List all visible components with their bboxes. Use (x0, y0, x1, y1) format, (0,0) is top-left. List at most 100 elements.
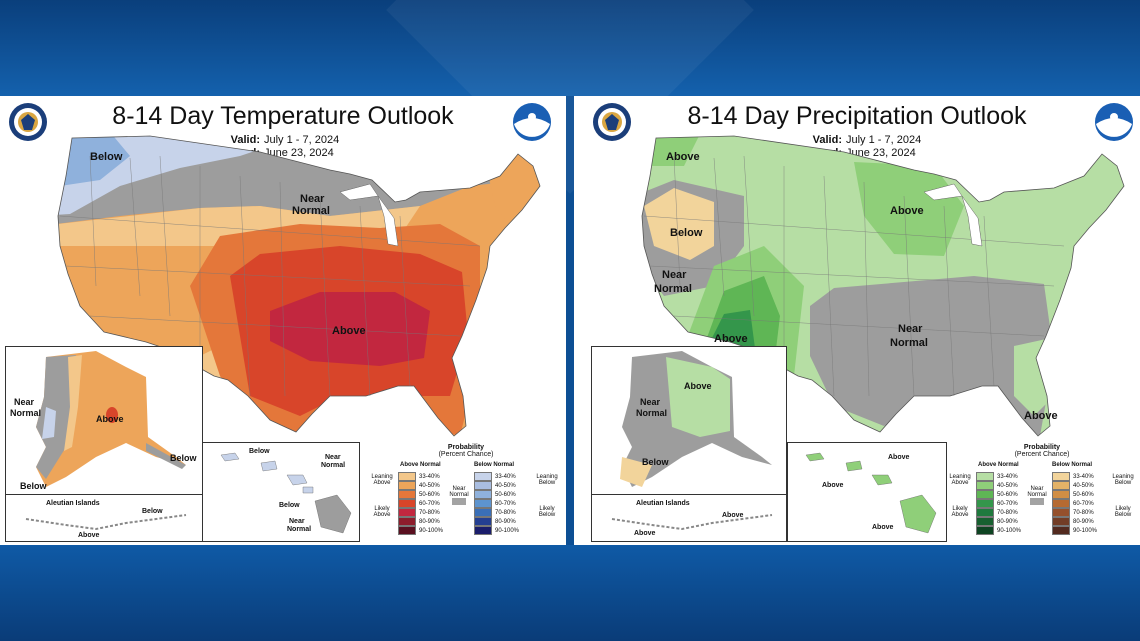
label-near-normal-2: Normal (292, 205, 330, 217)
legend-above-swatches: 33-40% 40-50% 50-60% 60-70% 70-80% 80-90% 90-1… (398, 472, 443, 535)
legend-swatch-below: 60-70% (1052, 499, 1097, 508)
legend-swatch-below: 50-60% (474, 490, 519, 499)
legend-color-above (976, 472, 994, 481)
label-ak-normal: Normal (636, 408, 667, 418)
label-hi-above-1: Above (888, 454, 910, 461)
legend-bin-label: 90-100% (495, 527, 520, 534)
legend-leaning-below: Leaning Below (532, 474, 562, 486)
legend-likely-below: Likely Below (532, 506, 562, 518)
label-above-sw: Above (714, 333, 748, 345)
legend-color-above (976, 517, 994, 526)
legend-leaning-above-1: Leaning (949, 474, 971, 480)
legend-color-below (474, 490, 492, 499)
commerce-seal-icon (9, 103, 47, 141)
legend-color-above (398, 490, 416, 499)
legend-near-1: Near (1030, 486, 1044, 492)
state-borders (59, 155, 481, 397)
panel-title: 8-14 Day Precipitation Outlook (687, 102, 1027, 130)
legend-swatch-above: 33-40% (976, 472, 1021, 481)
legend-bin-label: 70-80% (997, 509, 1018, 516)
noaa-logo-icon (513, 103, 551, 141)
legend-color-above (976, 526, 994, 535)
label-hi-normal-1: Normal (321, 462, 345, 469)
legend-bin-label: 60-70% (495, 500, 516, 507)
legend-bin-label: 80-90% (419, 518, 440, 525)
legend-swatch-above: 80-90% (976, 517, 1021, 526)
label-ak-above: Above (684, 381, 712, 391)
legend-bin-label: 33-40% (419, 473, 440, 480)
legend-subtitle: (Percent Chance) (438, 451, 494, 458)
legend-bin-label: 50-60% (495, 491, 516, 498)
legend-bin-label: 80-90% (997, 518, 1018, 525)
legend-color-below (474, 481, 492, 490)
legend-bin-label: 70-80% (419, 509, 440, 516)
legend-color-above (398, 517, 416, 526)
legend-subtitle: (Percent Chance) (1014, 451, 1070, 458)
legend-swatch-below: 60-70% (474, 499, 519, 508)
legend-swatch-above: 90-100% (976, 526, 1021, 535)
legend-likely-above: Likely Above (946, 506, 974, 518)
conus-precipitation-map: Above Below Near Normal Above Above Near… (641, 135, 1125, 437)
label-ak-below: Below (642, 457, 670, 467)
label-aleutian: Aleutian Islands (46, 500, 100, 507)
lake-superior (339, 183, 379, 201)
label-near-west: Near (662, 269, 687, 281)
aleutian-inset: Aleutian Islands Above Above (591, 494, 787, 542)
panel-title: 8-14 Day Temperature Outlook (112, 102, 454, 130)
label-hi-below-1: Below (249, 448, 270, 455)
legend-leaning-above-1: Leaning (371, 474, 393, 480)
legend-color-above (976, 508, 994, 517)
legend-bin-label: 50-60% (419, 491, 440, 498)
label-above-midwest: Above (890, 205, 924, 217)
legend-swatch-above: 40-50% (398, 481, 443, 490)
legend-color-below (1052, 517, 1070, 526)
legend-leaning-above-2: Above (951, 480, 969, 486)
legend-bin-label: 40-50% (997, 482, 1018, 489)
label-aleutian-above-2: Above (634, 530, 656, 537)
legend-color-above (398, 472, 416, 481)
label-above-florida: Above (1024, 410, 1058, 422)
issued-date: June 23, 2024 (846, 147, 916, 159)
legend-bin-label: 60-70% (997, 500, 1018, 507)
label-hi-near-2: Near (289, 518, 305, 525)
temperature-outlook-panel: 8-14 Day Temperature Outlook Valid: July … (0, 96, 566, 545)
legend-bin-label: 33-40% (495, 473, 516, 480)
legend-color-below (474, 517, 492, 526)
legend-likely-below-1: Likely (1115, 506, 1131, 512)
legend-above-head: Above Normal (978, 462, 1019, 468)
label-normal-west: Normal (654, 283, 692, 295)
label-aleutian: Aleutian Islands (636, 500, 690, 507)
precipitation-legend: Probability (Percent Chance) Above Norma… (946, 444, 1138, 542)
legend-below-head: Below Normal (474, 462, 515, 468)
legend-leaning-below-2: Below (1114, 480, 1132, 486)
legend-color-above (976, 481, 994, 490)
legend-leaning-below-1: Leaning (536, 474, 558, 480)
label-ak-near: Near (640, 397, 661, 407)
legend-near-2: Normal (449, 492, 469, 498)
commerce-seal-icon (593, 103, 631, 141)
legend-likely-above-1: Likely (952, 506, 968, 512)
legend-bin-label: 60-70% (1073, 500, 1094, 507)
great-lakes (377, 195, 399, 247)
legend-bin-label: 40-50% (495, 482, 516, 489)
label-near-normal: Near (300, 193, 325, 205)
legend-bin-label: 33-40% (997, 473, 1018, 480)
legend-above-head: Above Normal (400, 462, 441, 468)
legend-bin-label: 90-100% (1073, 527, 1098, 534)
legend-leaning-above: Leaning Above (368, 474, 396, 486)
alaska-inset: Above Near Normal Below (591, 346, 787, 496)
label-ak-near: Near (14, 397, 35, 407)
legend-bin-label: 60-70% (419, 500, 440, 507)
legend-swatch-below: 70-80% (474, 508, 519, 517)
legend-below-swatches: 33-40% 40-50% 50-60% 60-70% 70-80% 80-90% 90-1… (1052, 472, 1097, 535)
legend-bin-label: 50-60% (997, 491, 1018, 498)
label-hi-normal-2: Normal (287, 526, 311, 533)
legend-color-below (474, 526, 492, 535)
legend-bin-label: 80-90% (1073, 518, 1094, 525)
legend-likely-above-2: Above (951, 512, 969, 518)
great-lakes (961, 195, 983, 247)
legend-bin-label: 90-100% (419, 527, 444, 534)
background-bottom (0, 545, 1140, 641)
label-below-nw: Below (90, 151, 123, 163)
valid-dates: July 1 - 7, 2024 (846, 134, 922, 146)
